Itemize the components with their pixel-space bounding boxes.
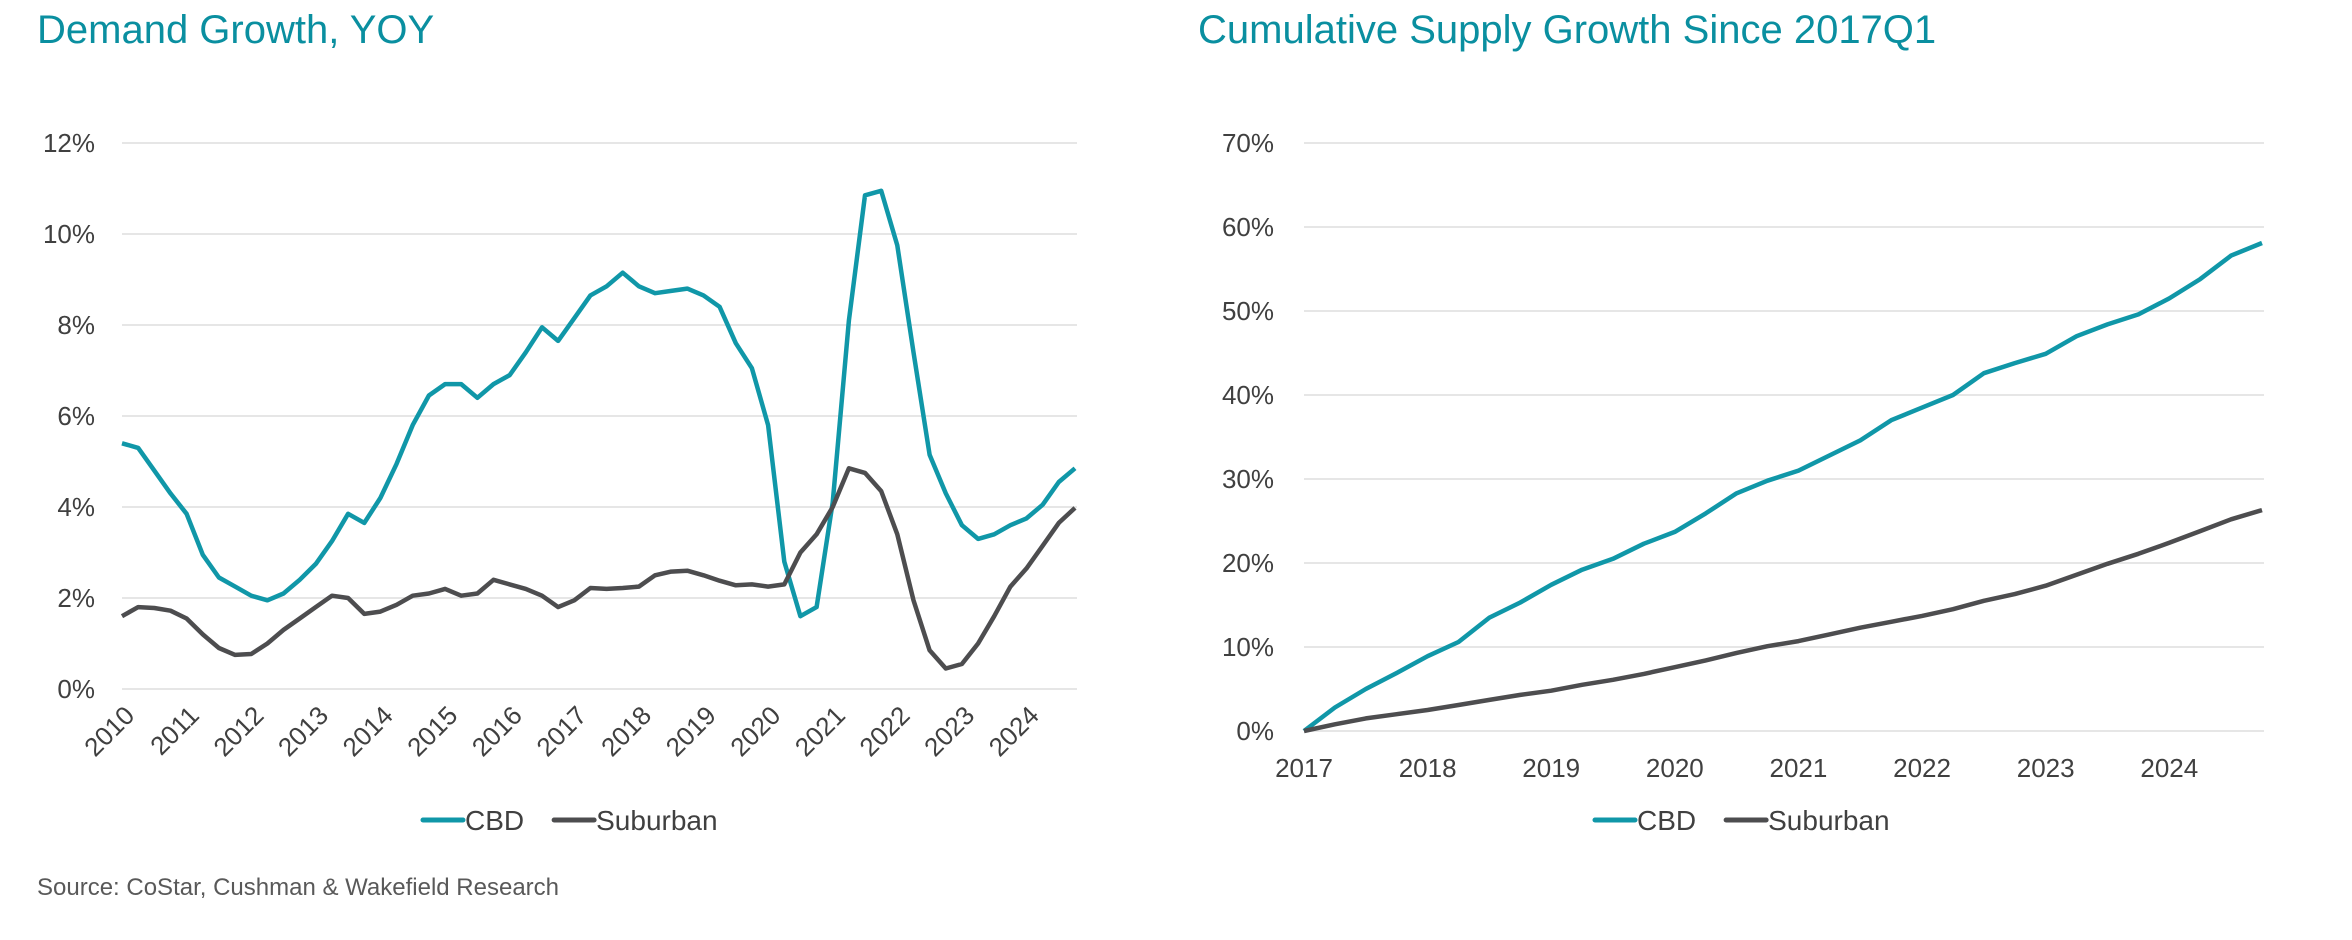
x-tick-label: 2023 (2017, 753, 2075, 783)
x-tick-label: 2011 (144, 700, 205, 761)
y-tick-label: 70% (1222, 128, 1274, 158)
y-tick-label: 40% (1222, 380, 1274, 410)
chart-title-demand: Demand Growth, YOY (37, 8, 435, 52)
y-tick-label: 30% (1222, 464, 1274, 494)
x-tick-label: 2021 (789, 700, 851, 762)
y-tick-label: 20% (1222, 548, 1274, 578)
x-tick-label: 2022 (853, 700, 915, 762)
x-tick-label: 2024 (2140, 753, 2198, 783)
chart-title-supply: Cumulative Supply Growth Since 2017Q1 (1198, 8, 1937, 52)
x-tick-label: 2010 (78, 700, 140, 762)
y-tick-label: 60% (1222, 212, 1274, 242)
x-tick-label: 2023 (918, 700, 980, 762)
x-tick-label: 2017 (530, 700, 592, 762)
series-line-suburban (120, 466, 1077, 671)
x-tick-label: 2017 (1275, 753, 1333, 783)
y-tick-label: 2% (57, 583, 95, 613)
y-tick-label: 12% (43, 128, 95, 158)
legend-label-suburban: Suburban (1768, 805, 1889, 836)
x-tick-label: 2024 (983, 700, 1045, 762)
y-tick-label: 50% (1222, 296, 1274, 326)
y-tick-label: 4% (57, 492, 95, 522)
x-tick-label: 2012 (207, 700, 269, 762)
series-line-cbd (1302, 240, 2263, 733)
y-tick-label: 0% (1236, 716, 1274, 746)
x-tick-label: 2018 (595, 700, 657, 762)
y-tick-label: 8% (57, 310, 95, 340)
x-tick-label: 2020 (724, 700, 786, 762)
y-tick-label: 10% (1222, 632, 1274, 662)
x-tick-label: 2022 (1893, 753, 1951, 783)
x-tick-label: 2014 (337, 700, 399, 762)
y-tick-label: 10% (43, 219, 95, 249)
x-tick-label: 2019 (1522, 753, 1580, 783)
legend-label-cbd: CBD (1637, 805, 1696, 836)
x-tick-label: 2021 (1770, 753, 1828, 783)
y-tick-label: 0% (57, 674, 95, 704)
x-tick-label: 2015 (401, 700, 463, 762)
series-line-suburban (1303, 507, 2263, 734)
legend-label-cbd: CBD (465, 805, 524, 836)
x-tick-label: 2019 (660, 700, 722, 762)
x-tick-label: 2020 (1646, 753, 1704, 783)
legend-label-suburban: Suburban (596, 805, 717, 836)
source-note: Source: CoStar, Cushman & Wakefield Rese… (37, 874, 560, 901)
y-tick-label: 6% (57, 401, 95, 431)
x-tick-label: 2018 (1399, 753, 1457, 783)
x-tick-label: 2013 (272, 700, 334, 762)
series-line-cbd (121, 188, 1077, 619)
x-tick-label: 2016 (466, 700, 528, 762)
